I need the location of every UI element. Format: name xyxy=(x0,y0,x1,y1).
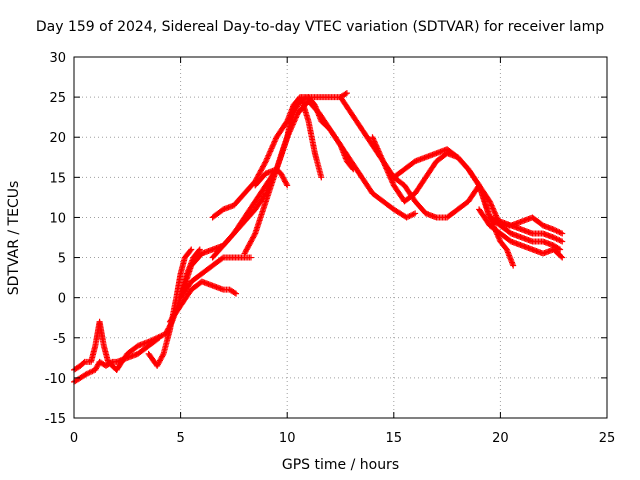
x-axis-label: GPS time / hours xyxy=(281,457,400,473)
data-point xyxy=(283,181,290,188)
y-tick-label: 20 xyxy=(49,131,66,146)
x-tick-label: 0 xyxy=(70,431,78,446)
data-point xyxy=(555,245,562,252)
data-point xyxy=(475,181,482,188)
series-arc-9 xyxy=(209,98,325,261)
data-point xyxy=(251,231,258,238)
data-point xyxy=(80,359,87,366)
data-point xyxy=(284,182,291,189)
data-point xyxy=(187,247,194,254)
series-arc-7 xyxy=(177,94,419,301)
x-tick-label: 10 xyxy=(279,431,296,446)
y-tick-label: 25 xyxy=(49,91,66,106)
data-point xyxy=(318,174,325,181)
y-tick-label: 10 xyxy=(49,211,66,226)
data-point xyxy=(557,246,564,253)
y-tick-label: -10 xyxy=(45,372,66,387)
data-point xyxy=(558,253,565,260)
y-tick-label: 15 xyxy=(49,171,66,186)
plot-frame xyxy=(73,56,608,419)
series-arc-11 xyxy=(252,166,291,189)
data-point xyxy=(262,159,269,166)
data-point xyxy=(231,289,238,296)
data-point xyxy=(195,247,202,254)
data-point xyxy=(343,90,350,97)
series-arc-6 xyxy=(177,254,254,301)
x-tick-label: 20 xyxy=(492,431,509,446)
data-point xyxy=(247,254,254,261)
data-point xyxy=(559,238,566,245)
y-tick-label: 5 xyxy=(58,252,66,267)
series-arc-16 xyxy=(486,214,566,245)
data-point xyxy=(559,230,566,237)
data-point xyxy=(510,262,517,269)
data-point xyxy=(196,246,203,253)
series-arc-10 xyxy=(241,98,357,257)
series-arc-2 xyxy=(71,318,120,373)
data-point xyxy=(412,210,419,217)
series-arc-15 xyxy=(476,206,566,261)
y-tick-label: -15 xyxy=(45,412,66,427)
x-tick-label: 5 xyxy=(176,431,184,446)
data-point xyxy=(349,165,356,172)
data-point xyxy=(219,255,226,262)
y-tick-label: 0 xyxy=(58,292,66,307)
data-point xyxy=(342,90,349,97)
x-tick-label: 15 xyxy=(386,431,403,446)
y-tick-label: -5 xyxy=(53,332,66,347)
series-arc-5 xyxy=(166,278,240,325)
data-point xyxy=(233,290,240,297)
y-tick-label: 30 xyxy=(49,51,66,66)
data-point xyxy=(159,352,166,359)
series-arc-4 xyxy=(145,246,195,369)
chart-title: Day 159 of 2024, Sidereal Day-to-day VTE… xyxy=(35,19,605,35)
data-point xyxy=(188,246,195,253)
data-point xyxy=(350,166,357,173)
x-tick-label: 25 xyxy=(599,431,616,446)
series-arc-13 xyxy=(369,134,517,269)
series-arc-12 xyxy=(337,94,564,253)
data-point xyxy=(559,254,566,261)
